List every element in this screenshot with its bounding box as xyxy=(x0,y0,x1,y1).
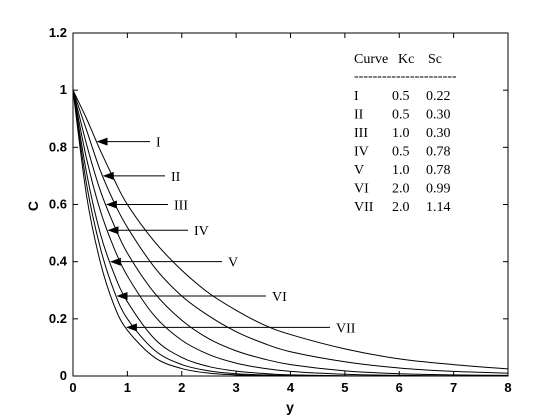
legend-separator: ---------------------- xyxy=(354,69,457,84)
x-tick-label: 8 xyxy=(504,380,511,395)
legend-header-sc: Sc xyxy=(428,52,442,67)
legend-row-curve: III xyxy=(354,126,368,141)
legend-row-kc: 0.5 xyxy=(392,145,410,160)
y-tick-label: 0 xyxy=(60,368,67,383)
legend-row-kc: 1.0 xyxy=(392,126,410,141)
legend-row-curve: I xyxy=(354,89,359,104)
annotation-arrowhead xyxy=(107,226,119,235)
annotation-label-iv: IV xyxy=(194,224,209,239)
x-axis: 0 1 2 3 4 5 6 7 8 xyxy=(69,33,512,395)
y-tick-label: 1.2 xyxy=(49,25,67,40)
y-axis-title: C xyxy=(25,201,41,211)
legend-row-curve: II xyxy=(354,108,364,123)
y-tick-label: 0.6 xyxy=(49,197,67,212)
annotation-label-vii: VII xyxy=(336,321,356,336)
y-tick-label: 1 xyxy=(60,82,67,97)
x-tick-label: 6 xyxy=(396,380,403,395)
x-tick-label: 4 xyxy=(287,380,295,395)
legend-row-sc: 1.14 xyxy=(426,200,451,215)
annotation-arrowhead xyxy=(125,323,137,332)
annotation-arrowhead xyxy=(105,200,117,209)
legend-row-sc: 0.78 xyxy=(426,145,451,160)
y-tick-label: 0.2 xyxy=(49,311,67,326)
legend-row-sc: 0.30 xyxy=(426,126,451,141)
x-tick-label: 5 xyxy=(341,380,348,395)
annotation-arrowhead xyxy=(102,171,114,180)
annotation-label-i: I xyxy=(156,136,161,151)
curves-group xyxy=(73,89,508,376)
legend-row-curve: VII xyxy=(354,200,374,215)
series-line-ii xyxy=(73,90,508,374)
y-tick-label: 0.4 xyxy=(49,254,68,269)
annotation-arrowhead xyxy=(116,292,128,300)
x-tick-label: 7 xyxy=(450,380,457,395)
series-line-iv xyxy=(73,90,508,376)
x-axis-title: y xyxy=(286,399,294,415)
annotation-label-vi: VI xyxy=(272,290,287,305)
x-tick-label: 3 xyxy=(233,380,240,395)
annotation-arrowhead xyxy=(109,257,121,266)
y-tick-label: 0.8 xyxy=(49,139,67,154)
legend-row-sc: 0.22 xyxy=(426,89,451,104)
y-axis: 0 0.2 0.4 0.6 0.8 1 1.2 xyxy=(49,25,508,383)
x-tick-label: 2 xyxy=(178,380,185,395)
series-line-i xyxy=(73,89,508,370)
legend-row-sc: 0.99 xyxy=(426,182,451,197)
annotation-label-ii: II xyxy=(171,170,181,185)
legend-row-kc: 2.0 xyxy=(392,200,410,215)
legend-header-kc: Kc xyxy=(398,52,414,67)
annotation-label-v: V xyxy=(228,256,238,271)
series-line-vi xyxy=(73,90,508,376)
x-tick-label: 0 xyxy=(69,380,76,395)
legend-row-sc: 0.30 xyxy=(426,108,451,123)
legend-row-kc: 0.5 xyxy=(392,89,410,104)
legend-header-curve: Curve xyxy=(354,52,388,67)
legend-row-curve: VI xyxy=(354,182,369,197)
legend-row-kc: 1.0 xyxy=(392,163,410,178)
series-line-vii xyxy=(73,90,508,376)
legend-row-curve: V xyxy=(354,163,364,178)
series-line-iii xyxy=(73,90,508,376)
legend-row-kc: 2.0 xyxy=(392,182,410,197)
annotation-arrowhead xyxy=(96,137,108,146)
legend-row-kc: 0.5 xyxy=(392,108,410,123)
annotation-label-iii: III xyxy=(174,199,188,214)
legend-row-curve: IV xyxy=(354,145,369,160)
legend: Curve Kc Sc ---------------------- I 0.5 0.22 I… xyxy=(354,52,457,215)
x-tick-label: 1 xyxy=(124,380,131,395)
legend-row-sc: 0.78 xyxy=(426,163,451,178)
